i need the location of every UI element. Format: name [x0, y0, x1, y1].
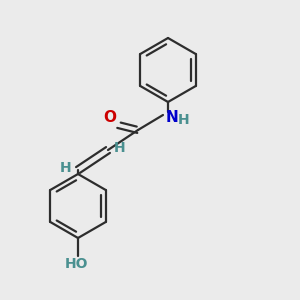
Text: N: N: [166, 110, 178, 125]
Text: H: H: [114, 141, 126, 155]
Text: H: H: [178, 113, 190, 127]
Text: HO: HO: [64, 257, 88, 271]
Text: O: O: [103, 110, 116, 125]
Text: H: H: [60, 161, 72, 175]
